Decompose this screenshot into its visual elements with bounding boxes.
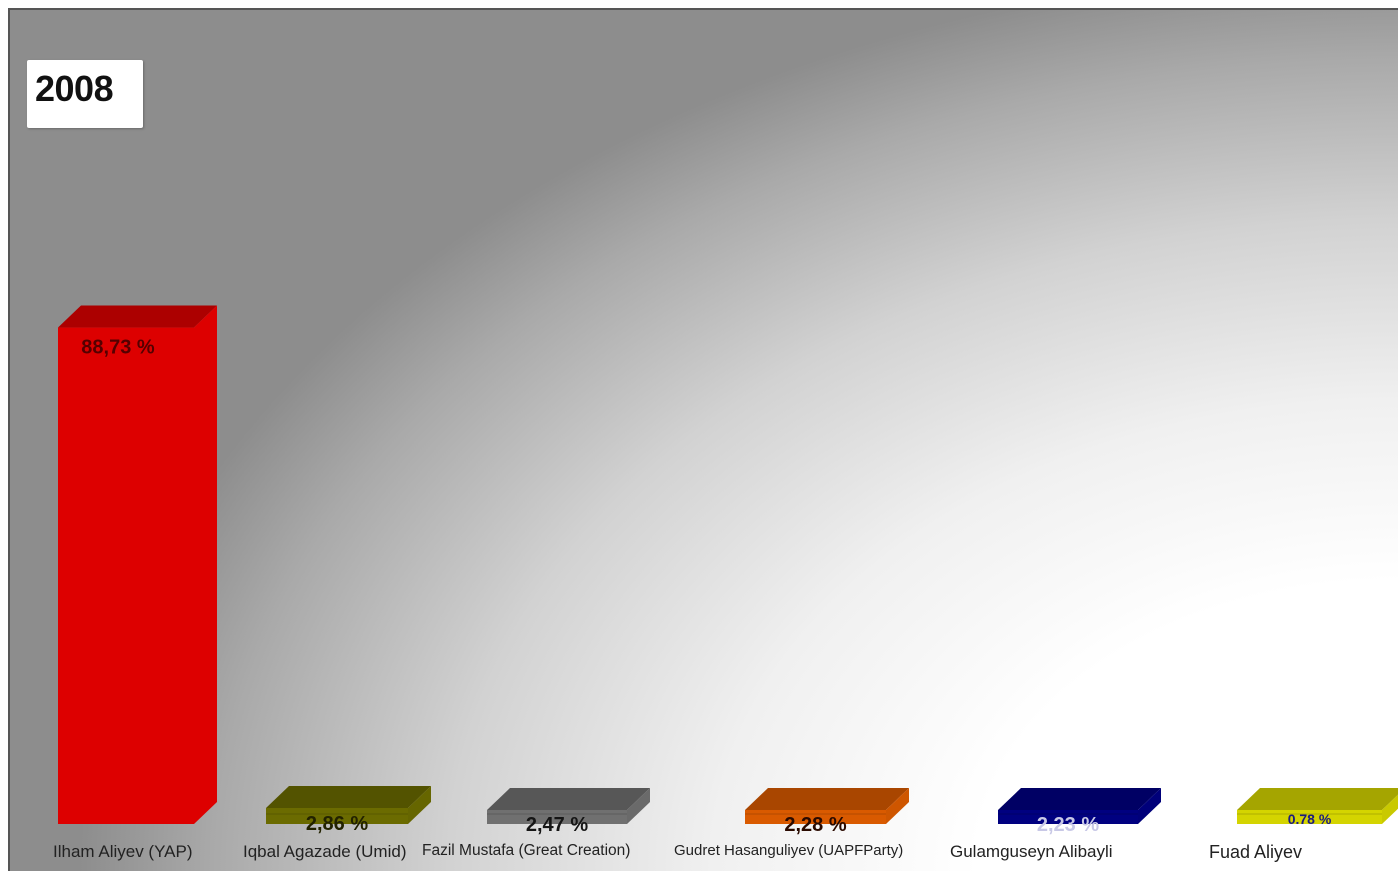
bar-side [194,305,217,824]
bar-top [266,785,431,808]
bar-1: 88,73 % [58,305,217,824]
data-label: 0.78 % [1288,811,1332,827]
bar-front [266,807,408,824]
bar-2: 2,86 % [266,785,431,835]
category-label: Iqbal Agazade (Umid) [243,842,407,861]
bar-side [408,785,431,824]
category-label: Fuad Aliyev [1209,842,1303,862]
data-label: 88,73 % [81,337,155,359]
data-label: 2,86 % [306,813,368,835]
data-label: 2,23 % [1037,814,1099,836]
bar-3: 2,47 % [487,788,650,836]
bar-side [1138,788,1161,824]
bar-front [58,327,194,824]
data-label: 2,47 % [526,814,588,836]
bar-side [627,788,650,824]
bar-4: 2,28 % [745,788,909,836]
category-label: Gulamguseyn Alibayli [950,842,1113,861]
bar-top [1237,788,1398,810]
category-label: Gudret Hasanguliyev (UAPFParty) [674,842,904,859]
bar-side [1382,794,1398,824]
bar-top [998,788,1161,810]
bar-top [487,788,650,810]
bar-chart: 88,73 % 2,86 % 2,47 % 2,28 % 2,23 % 0.78 % [58,305,1398,836]
bar-top [745,788,909,810]
bar-side [886,788,909,824]
bar-6: 0.78 % [1237,788,1398,827]
bar-5: 2,23 % [998,788,1161,836]
data-label: 2,28 % [784,814,846,836]
year-box: 2008 [27,60,143,128]
bar-top [58,305,217,328]
chart-title: 2008 [35,68,114,109]
category-label: Fazil Mustafa (Great Creation) [422,842,631,859]
chart-frame: 2008 88,73 % 2,86 % 2,47 % 2,28 % 2,23 % 0.78… [8,8,1398,871]
category-label: Ilham Aliyev (YAP) [53,842,193,861]
